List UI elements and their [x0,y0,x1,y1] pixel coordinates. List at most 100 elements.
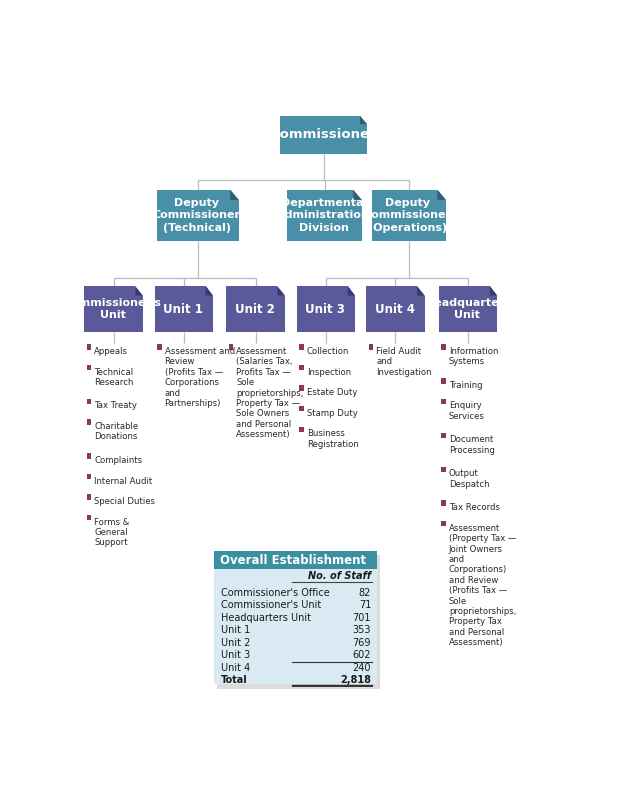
FancyBboxPatch shape [87,494,91,500]
Text: Field Audit
and
Investigation: Field Audit and Investigation [376,347,431,376]
Text: Unit 2: Unit 2 [221,637,250,648]
Text: Charitable
Donations: Charitable Donations [94,422,139,442]
Polygon shape [206,286,213,296]
Text: Collection: Collection [307,347,349,356]
Text: Total: Total [221,675,248,685]
FancyBboxPatch shape [87,454,91,459]
Text: Appeals: Appeals [94,347,128,356]
FancyBboxPatch shape [217,556,380,689]
Text: Headquarters Unit: Headquarters Unit [221,612,311,623]
FancyBboxPatch shape [87,344,91,350]
Text: Overall Establishment: Overall Establishment [220,554,366,567]
Text: Headquarters
Unit: Headquarters Unit [424,298,511,321]
Text: Commissioner: Commissioner [270,128,376,141]
Text: Stamp Duty: Stamp Duty [307,409,357,417]
Polygon shape [277,286,285,296]
FancyBboxPatch shape [229,344,233,350]
FancyBboxPatch shape [296,286,355,332]
Polygon shape [277,286,285,296]
FancyBboxPatch shape [369,344,373,350]
Text: 602: 602 [353,650,371,660]
FancyBboxPatch shape [84,286,142,332]
Text: Unit 3: Unit 3 [221,650,250,660]
Text: Internal Audit: Internal Audit [94,476,153,486]
Text: Unit 1: Unit 1 [163,303,203,316]
Text: Assessment and
Review
(Profits Tax —
Corporations
and
Partnerships): Assessment and Review (Profits Tax — Cor… [165,347,235,408]
FancyBboxPatch shape [442,432,446,438]
Text: Complaints: Complaints [94,456,142,465]
FancyBboxPatch shape [226,286,285,332]
Text: Deputy
Commissioner
(Operations): Deputy Commissioner (Operations) [364,198,452,233]
Text: Tax Treaty: Tax Treaty [94,402,137,410]
FancyBboxPatch shape [280,116,367,154]
Text: Forms &
General
Support: Forms & General Support [94,518,130,548]
Text: Commissioner's Unit: Commissioner's Unit [221,600,321,610]
Text: Enquiry
Services: Enquiry Services [449,402,485,421]
Polygon shape [353,189,362,200]
Text: Unit 1: Unit 1 [221,625,250,635]
Polygon shape [417,286,424,296]
FancyBboxPatch shape [442,344,446,350]
FancyBboxPatch shape [87,365,91,370]
Polygon shape [417,286,424,296]
Text: Document
Processing: Document Processing [449,435,495,455]
Text: Deputy
Commissioner
(Technical): Deputy Commissioner (Technical) [153,198,241,233]
FancyBboxPatch shape [299,406,304,411]
Polygon shape [360,116,367,124]
Text: 71: 71 [358,600,371,610]
FancyBboxPatch shape [87,399,91,404]
FancyBboxPatch shape [299,365,304,370]
FancyBboxPatch shape [366,286,424,332]
FancyBboxPatch shape [87,474,91,479]
FancyBboxPatch shape [87,515,91,520]
FancyBboxPatch shape [439,286,497,332]
FancyBboxPatch shape [299,385,304,391]
Polygon shape [353,189,362,200]
Polygon shape [438,189,446,200]
FancyBboxPatch shape [288,189,362,241]
Polygon shape [490,286,497,296]
Text: Estate Duty: Estate Duty [307,388,357,397]
FancyBboxPatch shape [442,467,446,472]
Polygon shape [348,286,355,296]
Text: 2,818: 2,818 [340,675,371,685]
Text: Business
Registration: Business Registration [307,429,358,449]
Text: Special Duties: Special Duties [94,497,155,506]
Text: 82: 82 [358,588,371,597]
Polygon shape [206,286,213,296]
FancyBboxPatch shape [157,189,238,241]
Text: Technical
Research: Technical Research [94,368,134,387]
Text: Assessment
(Salaries Tax,
Profits Tax —
Sole
proprietorships,
Property Tax —
Sol: Assessment (Salaries Tax, Profits Tax — … [236,347,304,439]
Polygon shape [135,286,142,296]
Polygon shape [135,286,142,296]
Polygon shape [438,189,446,200]
Text: Training: Training [449,381,482,390]
Text: Output
Despatch: Output Despatch [449,469,489,489]
Text: Unit 4: Unit 4 [221,663,250,673]
FancyBboxPatch shape [442,399,446,404]
Text: Unit 3: Unit 3 [305,303,345,316]
Polygon shape [360,116,367,124]
FancyBboxPatch shape [442,521,446,527]
Text: Commissioner's
Unit: Commissioner's Unit [64,298,162,321]
FancyBboxPatch shape [299,344,304,350]
Text: Unit 2: Unit 2 [235,303,275,316]
Text: 769: 769 [353,637,371,648]
Text: 353: 353 [353,625,371,635]
Text: 240: 240 [353,663,371,673]
FancyBboxPatch shape [371,189,446,241]
Polygon shape [490,286,497,296]
FancyBboxPatch shape [157,344,162,350]
Text: Unit 4: Unit 4 [374,303,415,316]
FancyBboxPatch shape [213,551,377,569]
FancyBboxPatch shape [299,427,304,432]
FancyBboxPatch shape [87,419,91,424]
Text: Commissioner's Office: Commissioner's Office [221,588,330,597]
Polygon shape [230,189,238,200]
Text: 701: 701 [353,612,371,623]
FancyBboxPatch shape [442,378,446,384]
Polygon shape [230,189,238,200]
Text: Departmental
Administration
Division: Departmental Administration Division [277,198,370,233]
Polygon shape [348,286,355,296]
FancyBboxPatch shape [213,551,377,685]
